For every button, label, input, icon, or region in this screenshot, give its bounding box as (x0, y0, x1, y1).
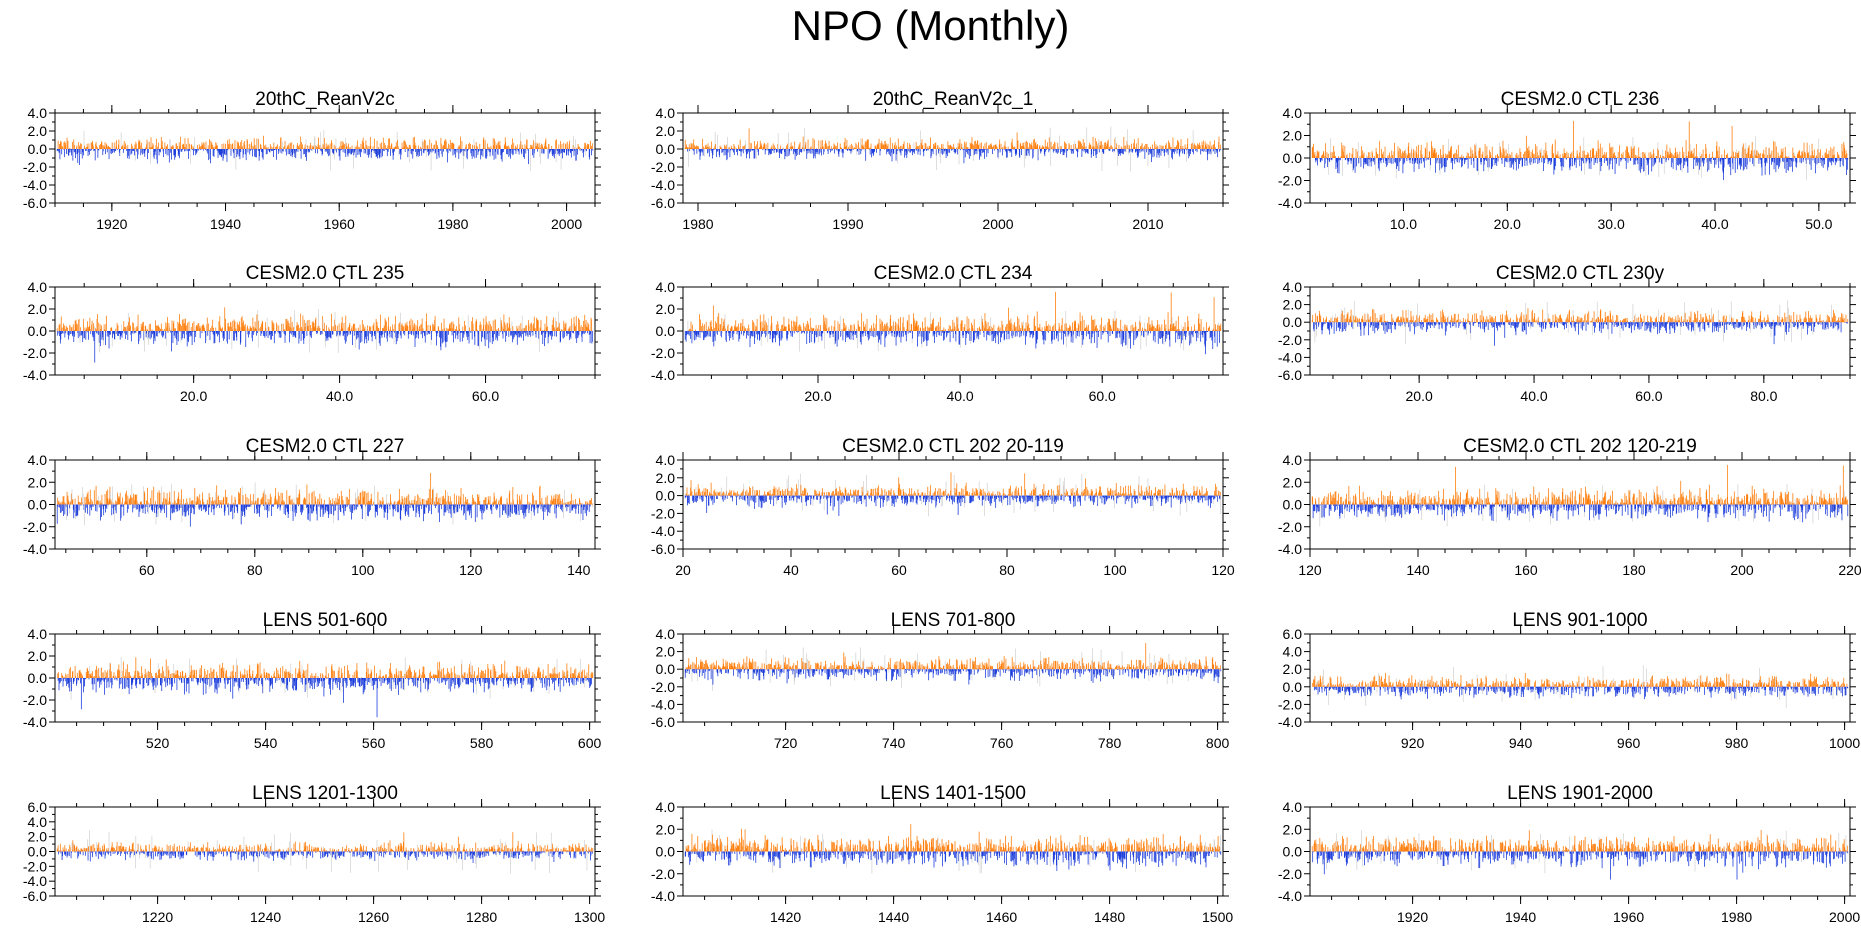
y-tick-label: -2.0 (651, 159, 675, 175)
y-tick-label: 4.0 (656, 105, 676, 121)
y-tick-label: -6.0 (651, 195, 675, 211)
x-tick-label: 2010 (1132, 216, 1163, 232)
x-tick-label: 1960 (324, 216, 355, 232)
chart-panel: 20thC_ReanV2c_1 4.0 2.0 0.0 -2.0 -4.0 -6.0 1980… (651, 89, 1229, 232)
x-tick-label: 1990 (832, 216, 863, 232)
x-tick-label: 2000 (551, 216, 582, 232)
x-tick-label: 1980 (437, 216, 468, 232)
bar-series (57, 307, 593, 362)
y-tick-label: 0.0 (28, 141, 48, 157)
y-tick-label: -6.0 (23, 195, 47, 211)
y-tick-label: -4.0 (23, 177, 47, 193)
plot-frame (55, 113, 595, 203)
panel-title: CESM2.0 CTL 236 (1501, 89, 1660, 110)
plot-frame (683, 113, 1223, 203)
x-tick-label: 1980 (682, 216, 713, 232)
y-tick-label: 2.0 (28, 123, 48, 139)
y-tick-label: 2.0 (1283, 128, 1303, 144)
x-tick-label: 20.0 (1494, 216, 1521, 232)
x-tick-label: 10.0 (1390, 216, 1417, 232)
x-tick-label: 30.0 (1598, 216, 1625, 232)
bar-series (57, 130, 593, 171)
x-tick-label: 40.0 (1701, 216, 1728, 232)
panel-title: CESM2.0 CTL 235 (246, 263, 405, 284)
bar-series (685, 127, 1221, 172)
x-tick-label: 50.0 (1805, 216, 1832, 232)
x-tick-label: 2000 (982, 216, 1013, 232)
y-tick-label: -4.0 (651, 177, 675, 193)
chart-panel: 20thC_ReanV2c 4.0 2.0 0.0 -2.0 -4.0 -6.0 1920 19… (23, 89, 601, 232)
bar-series (1312, 121, 1848, 180)
y-tick-label: -2.0 (23, 159, 47, 175)
chart-panel: CESM2.0 CTL 236 4.0 2.0 0.0 -2.0 -4.0 10.0 20.0… (1278, 89, 1856, 232)
x-tick-label: 1920 (96, 216, 127, 232)
y-tick-label: -4.0 (1278, 195, 1302, 211)
y-tick-label: 0.0 (1283, 150, 1303, 166)
panel-title: 20thC_ReanV2c (255, 89, 394, 110)
y-tick-label: 0.0 (656, 141, 676, 157)
y-tick-label: -2.0 (1278, 173, 1302, 189)
y-tick-label: 4.0 (1283, 105, 1303, 121)
panel-title: 20thC_ReanV2c_1 (873, 89, 1034, 110)
y-tick-label: 2.0 (656, 123, 676, 139)
x-tick-label: 1940 (210, 216, 241, 232)
y-tick-label: 4.0 (28, 105, 48, 121)
